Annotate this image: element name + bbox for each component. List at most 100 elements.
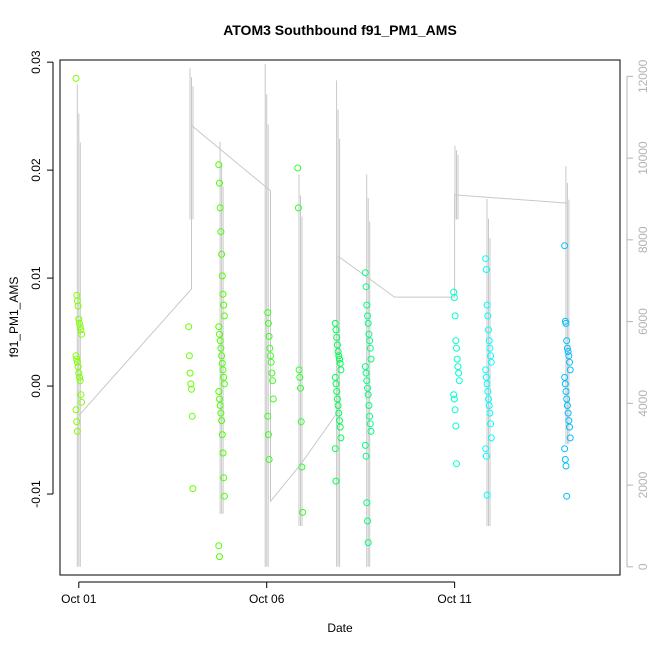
data-point xyxy=(297,384,304,392)
data-point xyxy=(362,452,370,460)
data-point xyxy=(76,323,84,331)
data-point xyxy=(362,369,370,377)
x-tick-label: Oct 01 xyxy=(61,592,97,606)
data-point xyxy=(215,161,223,169)
data-point xyxy=(296,373,304,381)
data-point xyxy=(188,412,196,420)
data-point xyxy=(561,456,569,463)
y-tick-label: 0.03 xyxy=(29,50,43,74)
data-point xyxy=(451,312,459,320)
data-point xyxy=(482,445,490,453)
data-point xyxy=(76,319,83,327)
data-point xyxy=(561,242,569,250)
data-point xyxy=(363,377,371,385)
chart-title: ATOM3 Southbound f91_PM1_AMS xyxy=(223,22,457,38)
data-point xyxy=(218,352,226,360)
data-point xyxy=(188,385,195,393)
data-point xyxy=(453,344,460,352)
data-point xyxy=(187,380,195,388)
data-point xyxy=(453,355,461,363)
data-point xyxy=(331,445,339,453)
data-point xyxy=(454,363,462,371)
data-point xyxy=(299,508,307,516)
data-point xyxy=(72,352,80,360)
right-y-tick-label: 12000 xyxy=(636,59,650,93)
data-point xyxy=(215,388,223,395)
right-y-axis: 0 2000 4000 6000 8000 10000 12000 xyxy=(626,59,650,570)
data-point xyxy=(564,409,572,417)
x-axis-label: Date xyxy=(327,621,353,635)
data-point xyxy=(269,395,277,403)
data-point xyxy=(185,352,193,360)
data-point xyxy=(74,302,82,310)
data-point xyxy=(266,344,274,352)
data-point xyxy=(294,204,302,212)
data-point xyxy=(487,434,495,442)
data-point xyxy=(220,373,228,381)
data-point xyxy=(295,366,303,374)
data-point xyxy=(219,449,227,457)
data-point xyxy=(336,417,343,425)
data-point xyxy=(367,427,375,435)
x-tick-label: Oct 06 xyxy=(249,592,285,606)
data-point xyxy=(78,398,86,406)
data-point xyxy=(333,341,341,349)
data-point xyxy=(216,204,224,212)
data-point xyxy=(482,366,490,374)
data-point xyxy=(561,445,569,453)
data-point xyxy=(73,291,81,299)
data-point xyxy=(220,380,228,388)
data-point xyxy=(186,369,194,377)
data-point xyxy=(482,255,490,263)
data-point xyxy=(334,402,342,409)
right-y-tick-label: 4000 xyxy=(636,390,650,417)
data-point xyxy=(366,337,374,345)
data-point xyxy=(482,452,490,460)
data-point xyxy=(74,363,82,371)
y-tick-label: 0.01 xyxy=(29,266,43,290)
data-point xyxy=(216,179,223,187)
data-point xyxy=(332,326,340,334)
data-point xyxy=(483,491,491,499)
data-point xyxy=(366,420,374,428)
data-point xyxy=(218,417,226,425)
data-point xyxy=(218,431,226,439)
data-point xyxy=(563,395,571,403)
data-point xyxy=(218,272,226,280)
data-point xyxy=(487,420,495,428)
data-point xyxy=(483,380,491,388)
data-point xyxy=(332,477,340,485)
data-point xyxy=(297,418,305,426)
data-point xyxy=(566,366,574,374)
data-point xyxy=(483,301,491,309)
data-point xyxy=(450,288,458,296)
data-point xyxy=(566,434,574,442)
data-point xyxy=(220,301,228,309)
data-point xyxy=(453,460,460,468)
data-point xyxy=(76,377,84,385)
right-y-tick-label: 0 xyxy=(636,563,650,570)
data-point xyxy=(337,366,345,374)
data-point xyxy=(215,542,223,550)
data-point xyxy=(564,348,572,355)
data-point xyxy=(216,337,224,345)
y-axis-label: f91_PM1_AMS xyxy=(7,277,21,358)
data-point xyxy=(73,427,81,435)
data-point xyxy=(218,250,226,258)
data-point xyxy=(364,384,371,392)
data-point xyxy=(563,344,571,352)
y-axis: -0.01 0.00 0.01 0.02 0.03 xyxy=(29,50,54,508)
data-point xyxy=(562,388,570,395)
data-point xyxy=(72,406,80,414)
plot-area xyxy=(72,64,574,567)
data-point xyxy=(566,358,573,366)
data-point xyxy=(363,499,371,507)
data-point xyxy=(216,330,223,338)
data-point xyxy=(331,319,339,327)
data-point xyxy=(361,441,369,449)
data-point xyxy=(566,423,573,431)
data-point xyxy=(562,319,570,327)
data-point xyxy=(264,412,272,420)
data-point xyxy=(366,344,374,352)
data-point xyxy=(267,358,275,366)
